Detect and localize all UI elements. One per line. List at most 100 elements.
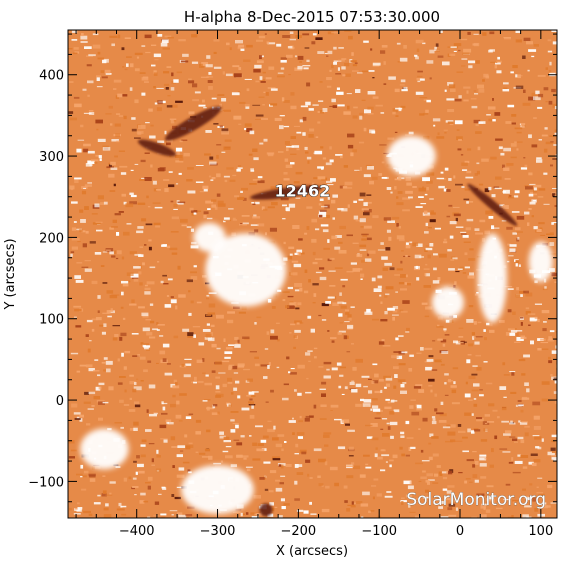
texture-cell xyxy=(76,509,82,512)
texture-cell xyxy=(250,395,256,397)
texture-cell xyxy=(414,515,420,518)
texture-cell xyxy=(103,323,107,327)
texture-cell xyxy=(148,384,156,389)
texture-cell xyxy=(346,475,354,479)
texture-cell xyxy=(385,377,393,381)
texture-cell xyxy=(326,368,330,371)
texture-cell xyxy=(221,130,229,135)
texture-cell xyxy=(255,80,260,83)
texture-cell xyxy=(427,481,430,485)
texture-cell xyxy=(492,499,495,504)
texture-cell xyxy=(185,445,191,450)
texture-cell xyxy=(294,498,300,501)
texture-cell xyxy=(235,342,238,345)
texture-cell xyxy=(534,303,542,305)
texture-cell xyxy=(318,210,327,215)
texture-cell xyxy=(121,352,124,357)
texture-cell xyxy=(145,482,151,484)
texture-cell xyxy=(384,262,392,266)
texture-cell xyxy=(523,157,526,159)
texture-cell xyxy=(211,412,220,415)
texture-cell xyxy=(130,194,137,198)
texture-cell xyxy=(507,288,514,290)
texture-cell xyxy=(533,226,538,230)
texture-cell xyxy=(361,375,370,378)
texture-cell xyxy=(191,34,198,38)
texture-cell xyxy=(141,92,146,96)
texture-cell xyxy=(198,104,206,107)
texture-cell xyxy=(520,317,524,319)
texture-cell xyxy=(426,359,434,362)
texture-cell xyxy=(507,104,515,108)
texture-cell xyxy=(473,403,478,407)
texture-cell xyxy=(265,92,269,96)
texture-cell xyxy=(271,507,275,512)
texture-cell xyxy=(235,509,242,511)
texture-cell xyxy=(131,117,136,120)
texture-cell xyxy=(203,107,207,109)
texture-cell xyxy=(379,294,382,297)
texture-cell xyxy=(313,293,317,297)
texture-cell xyxy=(229,179,236,182)
texture-cell xyxy=(400,79,406,83)
texture-cell xyxy=(226,167,234,170)
texture-cell xyxy=(129,87,133,91)
texture-cell xyxy=(109,35,118,38)
texture-cell xyxy=(230,392,234,395)
texture-cell xyxy=(518,420,521,423)
texture-cell xyxy=(531,92,539,96)
texture-cell xyxy=(107,315,112,318)
texture-cell xyxy=(290,92,295,96)
texture-cell xyxy=(350,306,355,308)
texture-cell xyxy=(337,301,344,304)
texture-cell xyxy=(112,219,117,223)
texture-cell xyxy=(311,41,316,45)
texture-cell xyxy=(351,462,355,465)
texture-cell xyxy=(193,265,197,268)
texture-cell xyxy=(254,64,262,69)
texture-cell xyxy=(203,188,208,192)
texture-cell xyxy=(299,119,303,123)
texture-cell xyxy=(283,503,290,506)
texture-cell xyxy=(231,232,236,236)
texture-cell xyxy=(466,170,472,174)
texture-cell xyxy=(89,478,96,482)
texture-cell xyxy=(147,516,151,518)
texture-cell xyxy=(423,99,427,101)
texture-cell xyxy=(401,453,406,457)
texture-cell xyxy=(474,429,481,432)
texture-cell xyxy=(550,447,556,451)
texture-cell xyxy=(184,434,188,438)
texture-cell xyxy=(530,453,538,456)
texture-cell xyxy=(509,332,516,336)
texture-cell xyxy=(440,516,449,518)
texture-cell xyxy=(272,437,279,441)
texture-cell xyxy=(118,211,124,213)
texture-cell xyxy=(255,425,263,428)
texture-cell xyxy=(552,41,557,45)
texture-cell xyxy=(254,322,257,325)
texture-cell xyxy=(129,303,137,306)
texture-cell xyxy=(175,100,183,103)
texture-cell xyxy=(163,439,168,443)
texture-cell xyxy=(548,356,551,360)
texture-cell xyxy=(322,229,329,233)
texture-cell xyxy=(112,325,120,327)
texture-cell xyxy=(326,85,332,88)
texture-cell xyxy=(155,224,161,228)
texture-cell xyxy=(329,466,338,471)
texture-cell xyxy=(262,435,269,439)
texture-cell xyxy=(164,304,172,308)
texture-cell xyxy=(249,401,254,405)
texture-cell xyxy=(223,146,231,150)
texture-cell xyxy=(417,75,423,78)
texture-cell xyxy=(209,156,214,160)
texture-cell xyxy=(533,415,540,420)
texture-cell xyxy=(96,86,103,88)
texture-cell xyxy=(490,61,498,63)
texture-cell xyxy=(400,288,407,291)
texture-cell xyxy=(468,343,474,347)
texture-cell xyxy=(126,56,132,58)
texture-cell xyxy=(389,459,394,462)
texture-cell xyxy=(445,319,452,323)
